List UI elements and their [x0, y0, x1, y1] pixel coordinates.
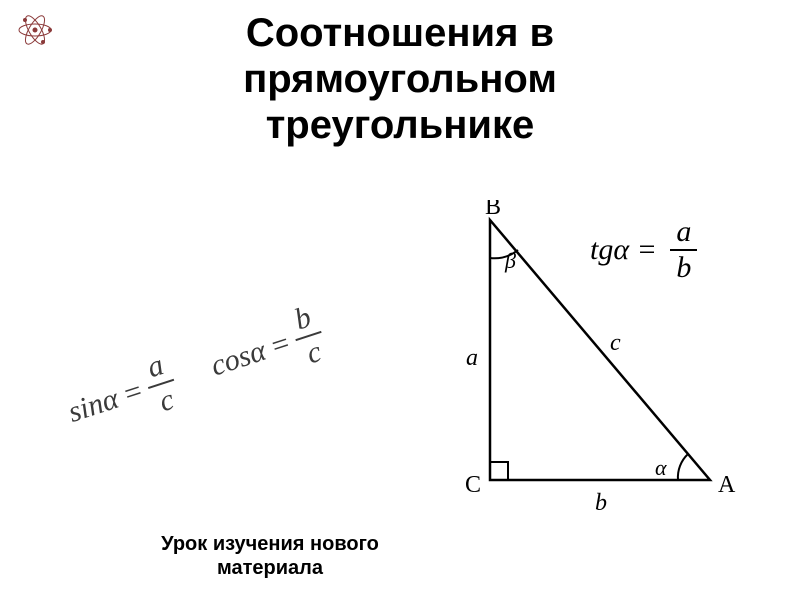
title-line-1: Соотношения в [0, 10, 800, 56]
atom-icon [15, 10, 55, 50]
title-line-3: треугольнике [0, 102, 800, 148]
sin-denominator: c [149, 381, 185, 422]
sin-func: sinα [64, 382, 123, 430]
angle-alpha-label: α [655, 455, 667, 480]
vertex-A-label: A [718, 472, 736, 498]
rotated-formulas-group: sinα = a c cosα = b c [58, 263, 441, 447]
vertex-C-label: C [465, 472, 481, 498]
side-c-label: c [610, 330, 621, 356]
side-a-label: a [466, 345, 478, 371]
slide-subtitle: Урок изучения нового материала [130, 532, 410, 580]
sin-fraction: a c [137, 346, 184, 421]
formula-sine: sinα = a c [58, 346, 184, 447]
cos-func: cosα [207, 334, 271, 384]
angle-beta-label: β [504, 248, 516, 273]
page-title: Соотношения в прямоугольном треугольнике [0, 0, 800, 148]
right-triangle-diagram: B C A a b c α β [430, 200, 780, 550]
side-b-label: b [595, 490, 607, 516]
cos-denominator: c [296, 333, 332, 374]
cos-fraction: b c [285, 299, 332, 374]
cos-eq: = [265, 326, 295, 365]
sin-eq: = [118, 374, 148, 413]
subtitle-line-2: материала [130, 556, 410, 580]
vertex-B-label: B [485, 200, 501, 220]
formula-cosine: cosα = b c [201, 299, 332, 401]
title-line-2: прямоугольном [0, 56, 800, 102]
subtitle-line-1: Урок изучения нового [130, 532, 410, 556]
